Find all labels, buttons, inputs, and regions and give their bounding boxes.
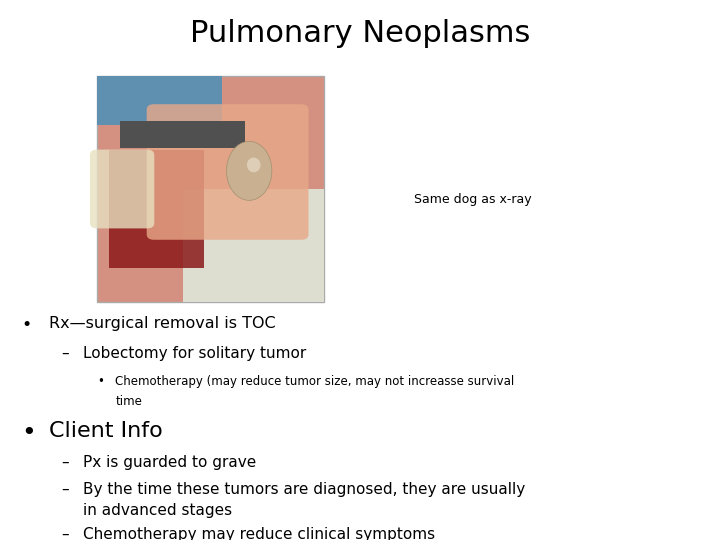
Text: •: • <box>97 375 104 388</box>
Text: in advanced stages: in advanced stages <box>83 503 232 518</box>
Ellipse shape <box>227 141 272 200</box>
Text: •: • <box>22 316 32 334</box>
Ellipse shape <box>247 158 261 172</box>
Text: –: – <box>61 526 69 540</box>
Text: Client Info: Client Info <box>49 421 163 441</box>
Text: Chemotherapy (may reduce tumor size, may not increasse survival: Chemotherapy (may reduce tumor size, may… <box>115 375 515 388</box>
Bar <box>97 76 324 302</box>
FancyBboxPatch shape <box>90 150 154 228</box>
Text: •: • <box>22 421 36 445</box>
Text: By the time these tumors are diagnosed, they are usually: By the time these tumors are diagnosed, … <box>83 482 525 497</box>
Text: Chemotherapy may reduce clinical symptoms: Chemotherapy may reduce clinical symptom… <box>83 526 435 540</box>
FancyBboxPatch shape <box>147 104 308 240</box>
Bar <box>97 76 222 125</box>
Text: Rx—surgical removal is TOC: Rx—surgical removal is TOC <box>49 316 276 331</box>
Text: Lobectomy for solitary tumor: Lobectomy for solitary tumor <box>83 346 306 361</box>
Text: time: time <box>115 395 142 408</box>
Text: –: – <box>61 346 69 361</box>
Text: –: – <box>61 482 69 497</box>
Bar <box>120 121 245 148</box>
Bar <box>184 189 324 302</box>
Text: Pulmonary Neoplasms: Pulmonary Neoplasms <box>190 19 530 48</box>
Text: Same dog as x-ray: Same dog as x-ray <box>414 193 531 206</box>
Text: –: – <box>61 455 69 470</box>
Bar <box>109 151 204 268</box>
Text: Px is guarded to grave: Px is guarded to grave <box>83 455 256 470</box>
